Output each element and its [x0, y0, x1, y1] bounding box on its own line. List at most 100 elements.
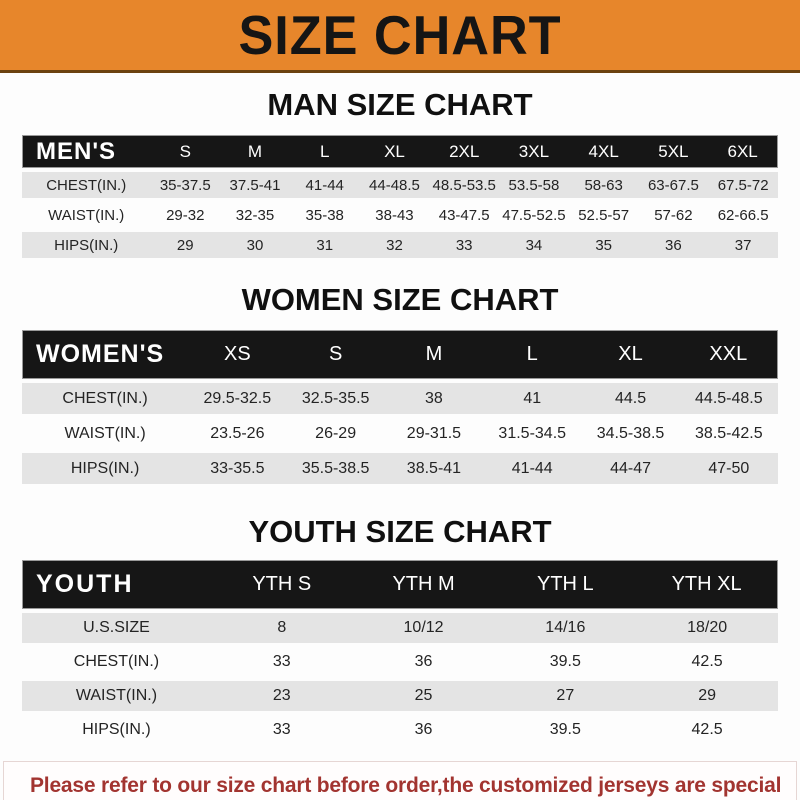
size-column-header: XS [188, 330, 287, 379]
measurement-label: WAIST(IN.) [22, 418, 189, 449]
measurement-value: 53.5-58 [499, 172, 569, 198]
measurement-value: 34 [499, 232, 569, 258]
measurement-value: 38 [384, 383, 484, 414]
size-column-header: YTH XL [636, 560, 778, 609]
measurement-value: 29 [150, 232, 221, 258]
measurement-value: 32 [359, 232, 430, 258]
measurement-label: HIPS(IN.) [22, 453, 189, 484]
measurement-value: 23 [210, 681, 353, 711]
measurement-value: 30 [220, 232, 290, 258]
measurement-value: 33 [210, 647, 353, 677]
measurement-value: 38-43 [359, 202, 430, 228]
measurement-value: 25 [352, 681, 495, 711]
measurement-label: CHEST(IN.) [22, 172, 151, 198]
measurement-value: 29-31.5 [384, 418, 484, 449]
measurement-label: HIPS(IN.) [22, 715, 211, 745]
measurement-value: 43-47.5 [429, 202, 500, 228]
group-label: YOUTH [22, 560, 211, 609]
measurement-value: 29-32 [150, 202, 221, 228]
measurement-value: 41 [483, 383, 582, 414]
measurement-value: 14/16 [494, 613, 637, 643]
measurement-label: HIPS(IN.) [22, 232, 151, 258]
measurement-value: 38.5-41 [384, 453, 484, 484]
measurement-value: 10/12 [352, 613, 495, 643]
measurement-value: 62-66.5 [708, 202, 778, 228]
banner: SIZE CHART [0, 0, 800, 73]
measurement-row: U.S.SIZE 8 10/12 14/16 18/20 [22, 613, 778, 643]
measurement-value: 48.5-53.5 [429, 172, 500, 198]
size-column-header: XXL [679, 330, 778, 379]
group-label: MEN'S [22, 135, 151, 168]
size-column-header: L [483, 330, 582, 379]
size-header-row: WOMEN'S XS S M L XL XXL [22, 330, 778, 379]
size-column-header: 2XL [429, 135, 500, 168]
size-header-row: YOUTH YTH S YTH M YTH L YTH XL [22, 560, 778, 609]
measurement-value: 29.5-32.5 [188, 383, 287, 414]
men-size-table: MEN'S S M L XL 2XL 3XL 4XL 5XL 6XL CHEST(IN.) 35-37… [22, 131, 778, 262]
measurement-value: 42.5 [636, 715, 778, 745]
measurement-value: 47.5-52.5 [499, 202, 569, 228]
measurement-value: 33 [210, 715, 353, 745]
measurement-value: 41-44 [483, 453, 582, 484]
measurement-value: 44.5-48.5 [679, 383, 778, 414]
size-column-header: YTH L [494, 560, 637, 609]
measurement-row: WAIST(IN.) 23 25 27 29 [22, 681, 778, 711]
size-column-header: S [150, 135, 221, 168]
measurement-value: 38.5-42.5 [679, 418, 778, 449]
youth-size-table: YOUTH YTH S YTH M YTH L YTH XL U.S.SIZE 8 10/12… [22, 556, 778, 749]
youth-section-heading: YOUTH SIZE CHART [248, 514, 552, 549]
measurement-label: U.S.SIZE [22, 613, 211, 643]
size-column-header: M [384, 330, 484, 379]
measurement-value: 47-50 [679, 453, 778, 484]
measurement-value: 39.5 [494, 647, 637, 677]
measurement-row: HIPS(IN.) 33-35.5 35.5-38.5 38.5-41 41-44 44-… [22, 453, 778, 484]
measurement-row: HIPS(IN.) 29 30 31 32 33 34 35 36 37 [22, 232, 778, 258]
measurement-value: 34.5-38.5 [581, 418, 680, 449]
size-column-header: 5XL [638, 135, 709, 168]
measurement-value: 44-47 [581, 453, 680, 484]
size-column-header: L [289, 135, 360, 168]
measurement-value: 32.5-35.5 [286, 383, 385, 414]
measurement-value: 35.5-38.5 [286, 453, 385, 484]
order-disclaimer-note: Please refer to our size chart before or… [3, 761, 797, 800]
measurement-value: 36 [352, 647, 495, 677]
size-column-header: YTH M [352, 560, 495, 609]
measurement-value: 26-29 [286, 418, 385, 449]
size-column-header: 4XL [568, 135, 639, 168]
measurement-value: 36 [352, 715, 495, 745]
measurement-value: 36 [638, 232, 709, 258]
measurement-value: 31 [289, 232, 360, 258]
measurement-value: 27 [494, 681, 637, 711]
measurement-value: 58-63 [568, 172, 639, 198]
measurement-value: 52.5-57 [568, 202, 639, 228]
measurement-value: 42.5 [636, 647, 778, 677]
measurement-value: 33-35.5 [188, 453, 287, 484]
size-column-header: 6XL [708, 135, 778, 168]
disclaimer-line-1: Please refer to our size chart before or… [30, 774, 782, 797]
size-column-header: 3XL [499, 135, 569, 168]
measurement-value: 39.5 [494, 715, 637, 745]
size-column-header: YTH S [210, 560, 353, 609]
measurement-value: 32-35 [220, 202, 290, 228]
measurement-value: 33 [429, 232, 500, 258]
measurement-label: CHEST(IN.) [22, 383, 189, 414]
measurement-value: 44.5 [581, 383, 680, 414]
measurement-value: 67.5-72 [708, 172, 778, 198]
measurement-row: HIPS(IN.) 33 36 39.5 42.5 [22, 715, 778, 745]
measurement-value: 35-37.5 [150, 172, 221, 198]
measurement-value: 37 [708, 232, 778, 258]
measurement-row: CHEST(IN.) 35-37.5 37.5-41 41-44 44-48.5 48.5… [22, 172, 778, 198]
measurement-value: 29 [636, 681, 778, 711]
size-header-row: MEN'S S M L XL 2XL 3XL 4XL 5XL 6XL [22, 135, 778, 168]
measurement-value: 57-62 [638, 202, 709, 228]
measurement-row: WAIST(IN.) 29-32 32-35 35-38 38-43 43-47.5 47.… [22, 202, 778, 228]
group-label: WOMEN'S [22, 330, 189, 379]
size-column-header: XL [359, 135, 430, 168]
measurement-value: 63-67.5 [638, 172, 709, 198]
measurement-value: 8 [210, 613, 353, 643]
measurement-row: WAIST(IN.) 23.5-26 26-29 29-31.5 31.5-34.5 34… [22, 418, 778, 449]
size-column-header: XL [581, 330, 680, 379]
banner-title: SIZE CHART [238, 3, 562, 66]
measurement-value: 35 [568, 232, 639, 258]
